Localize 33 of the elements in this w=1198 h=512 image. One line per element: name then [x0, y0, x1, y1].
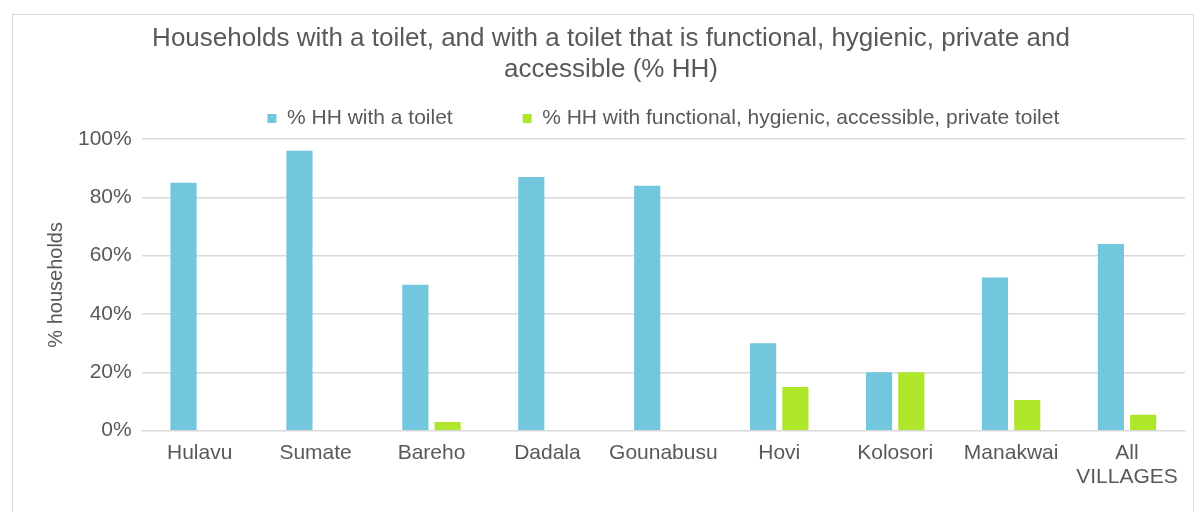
y-tick-label: 0% — [101, 417, 132, 441]
bar — [170, 182, 197, 430]
y-tick-label: 40% — [89, 300, 132, 324]
bar — [1014, 400, 1041, 430]
y-tick-label: 20% — [89, 359, 132, 383]
x-tick-label: Hulavu — [166, 439, 233, 463]
chart-title: Households with a toilet, and with a toilet that is functional, hygienic, private and accessible (% HH) — [151, 22, 1071, 84]
bar — [518, 176, 545, 430]
x-tick-label: Gounabusu — [609, 439, 718, 463]
x-tick-label: Sumate — [279, 439, 352, 463]
y-axis-title: % households — [43, 222, 66, 348]
x-tick-label: Kolosori — [857, 439, 934, 463]
x-tick-label: All VILLAGES — [1076, 439, 1178, 487]
y-tick-label: 60% — [89, 242, 132, 266]
x-tick-label: Dadala — [514, 439, 582, 463]
bar — [750, 343, 777, 430]
bar — [434, 421, 461, 430]
legend-label: % HH with a toilet — [286, 105, 453, 129]
bar — [865, 372, 893, 430]
bar — [634, 185, 661, 430]
bar — [1130, 414, 1157, 430]
bar — [1097, 244, 1124, 430]
y-tick-label: 100% — [77, 125, 132, 149]
x-tick-label: Manakwai — [963, 439, 1059, 463]
bar — [782, 386, 809, 430]
y-tick-label: 80% — [89, 184, 132, 208]
bar — [286, 150, 313, 430]
legend-label: % HH with functional, hygienic, accessible, private toilet — [542, 105, 1060, 129]
x-tick-label: Hovi — [758, 439, 801, 463]
bar — [898, 372, 925, 430]
bar — [402, 284, 429, 430]
x-tick-label: Bareho — [397, 439, 466, 463]
bar — [981, 277, 1009, 430]
